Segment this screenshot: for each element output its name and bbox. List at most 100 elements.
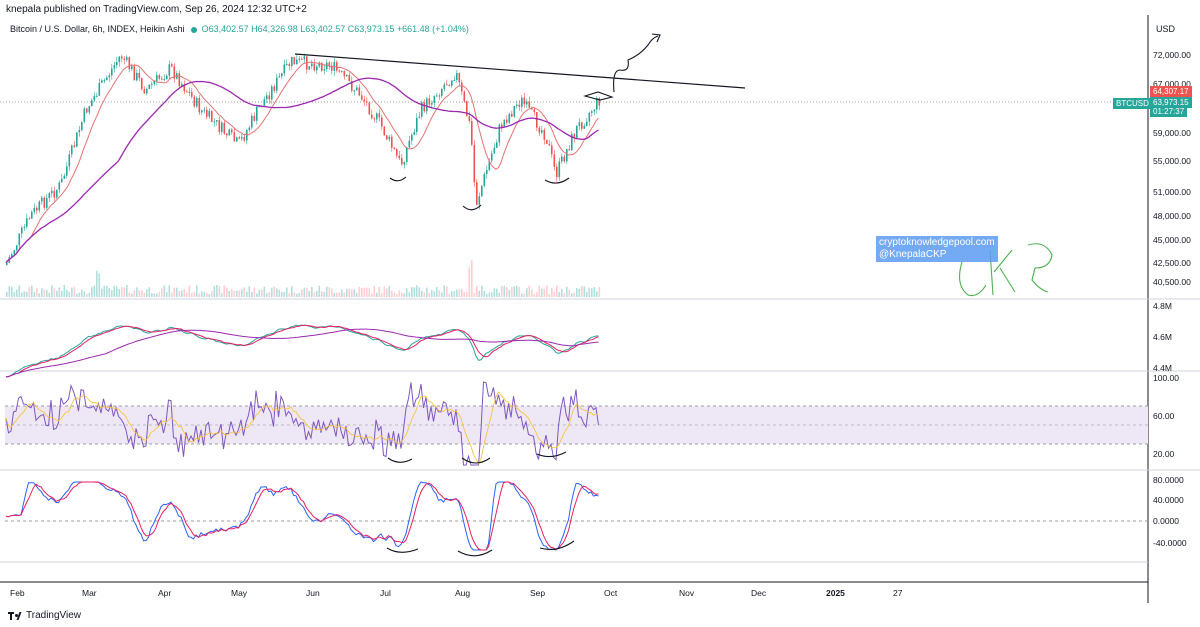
candle xyxy=(301,58,303,60)
volume-bar xyxy=(231,289,233,297)
candle xyxy=(21,227,23,234)
volume-bar xyxy=(56,290,58,297)
volume-bar xyxy=(58,287,61,297)
candle xyxy=(143,89,146,94)
volume-bar xyxy=(411,287,413,297)
volume-bar xyxy=(406,288,408,297)
candle xyxy=(363,99,366,102)
candle xyxy=(508,113,511,123)
candle xyxy=(206,109,208,117)
volume-bar xyxy=(128,292,131,297)
candle xyxy=(323,69,326,71)
volume-bar xyxy=(463,291,466,297)
time-tick-label: Feb xyxy=(10,588,25,598)
candle xyxy=(188,91,191,93)
volume-bar xyxy=(426,287,428,297)
candle xyxy=(451,80,453,86)
candle xyxy=(338,70,341,72)
candle xyxy=(83,108,86,122)
volume-bar xyxy=(541,288,543,297)
volume-bar xyxy=(143,292,146,297)
candle xyxy=(366,101,368,103)
candle xyxy=(346,74,348,77)
candle xyxy=(66,166,68,176)
price-tick-label: 40,500.00 xyxy=(1153,277,1191,287)
volume-bar xyxy=(323,292,326,297)
volume-bar xyxy=(561,289,563,297)
footer[interactable]: TradingView xyxy=(8,610,81,621)
candle xyxy=(78,130,81,133)
volume-bar xyxy=(31,285,33,297)
candle xyxy=(463,91,466,102)
candle xyxy=(63,175,66,179)
candle xyxy=(276,77,278,91)
volume-bar xyxy=(268,291,271,297)
volume-bar xyxy=(448,293,451,297)
candle xyxy=(128,57,131,70)
candle xyxy=(263,99,266,107)
candle xyxy=(446,84,448,86)
volume-bar xyxy=(153,293,156,297)
volume-bar xyxy=(341,289,343,297)
candle xyxy=(38,201,41,211)
candle xyxy=(341,71,343,73)
candle xyxy=(481,186,483,197)
currency-label[interactable]: USD xyxy=(1156,24,1176,34)
candle xyxy=(376,113,378,120)
volume-bar xyxy=(491,292,493,297)
candle xyxy=(208,110,211,117)
candle xyxy=(218,120,221,132)
volume-bar xyxy=(566,286,568,297)
volume-bar xyxy=(441,292,443,297)
candle xyxy=(443,84,446,89)
candle xyxy=(328,62,331,66)
volume-bar xyxy=(236,291,238,297)
volume-bar xyxy=(431,290,433,297)
volume-bar xyxy=(308,291,311,297)
volume-bar xyxy=(103,285,106,297)
oscillator-line xyxy=(5,481,599,551)
indicator-tick-label: 4.6M xyxy=(1153,332,1172,342)
volume-bar xyxy=(501,286,503,297)
candle xyxy=(496,142,498,148)
candle xyxy=(303,56,306,60)
candle xyxy=(403,161,406,165)
candle xyxy=(253,115,256,121)
volume-bar xyxy=(388,285,391,297)
candle xyxy=(418,116,421,118)
candle xyxy=(438,95,441,97)
volume-bar xyxy=(386,288,388,297)
candle xyxy=(413,132,416,135)
candle xyxy=(428,98,431,105)
volume-bar xyxy=(116,286,118,297)
candle xyxy=(596,98,598,110)
candle xyxy=(568,149,571,151)
candle xyxy=(111,68,113,76)
volume-bar xyxy=(146,289,148,297)
time-tick-label: May xyxy=(231,588,248,598)
candle xyxy=(183,84,186,92)
candle xyxy=(538,127,541,133)
candle xyxy=(6,262,8,265)
rsi-tick-label: 20.00 xyxy=(1153,449,1175,459)
volume-bar xyxy=(126,285,128,297)
hand-drawings xyxy=(386,33,1053,557)
candle xyxy=(371,114,373,119)
candle xyxy=(56,189,58,198)
candle xyxy=(238,137,241,139)
volume-bar xyxy=(381,293,383,297)
candle xyxy=(453,79,456,81)
candle xyxy=(13,250,16,255)
volume-bar xyxy=(476,286,478,297)
volume-bar xyxy=(373,285,376,297)
candle xyxy=(76,132,78,147)
candle xyxy=(178,73,181,87)
volume-bar xyxy=(251,291,253,297)
volume-bar xyxy=(403,293,406,297)
volume-bar xyxy=(241,289,243,297)
candle xyxy=(343,71,346,77)
volume-bar xyxy=(356,292,358,297)
candle xyxy=(368,102,371,115)
volume-bar xyxy=(321,291,323,297)
